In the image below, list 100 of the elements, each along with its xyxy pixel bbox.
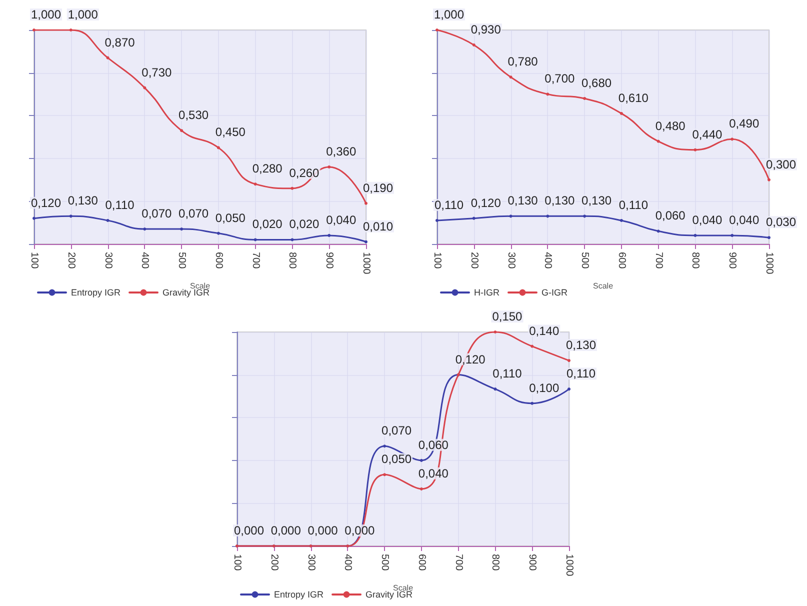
x-tick-label: 600 <box>212 252 224 270</box>
point <box>568 388 570 391</box>
data-label: 0,000 <box>308 524 338 538</box>
point <box>656 230 660 233</box>
point <box>694 234 697 237</box>
x-tick-label: 500 <box>379 554 390 572</box>
point <box>254 238 257 242</box>
data-label: 0,870 <box>104 35 136 50</box>
data-label: 0,070 <box>382 424 412 438</box>
data-label: 0,130 <box>68 194 98 208</box>
data-label: 1,000 <box>68 8 98 22</box>
x-tick-label: 1000 <box>360 252 372 275</box>
data-label: 0,140 <box>529 324 560 338</box>
data-label: 0,490 <box>729 116 760 131</box>
data-label: 0,780 <box>508 54 538 69</box>
x-tick-label: 1000 <box>764 252 774 275</box>
data-label: 0,150 <box>492 310 523 324</box>
point <box>494 388 497 391</box>
data-label: 0,000 <box>234 524 264 538</box>
point <box>730 234 734 237</box>
data-label: 0,110 <box>566 366 596 381</box>
x-tick-label: 900 <box>526 554 538 572</box>
legend-label: Gravity IGR <box>162 288 210 298</box>
point <box>383 444 386 448</box>
data-label: 0,060 <box>418 438 449 452</box>
data-label: 0,610 <box>618 90 649 105</box>
x-tick-label: 400 <box>542 252 554 270</box>
legend-label: G-IGR <box>541 288 568 298</box>
x-tick-label: 800 <box>286 252 298 270</box>
data-label: 0,120 <box>30 196 62 210</box>
data-label: 0,190 <box>362 180 394 195</box>
data-label: 0,000 <box>270 524 302 538</box>
point <box>106 56 110 60</box>
data-label: 0,110 <box>105 198 135 212</box>
data-label: 0,480 <box>655 118 686 133</box>
x-tick-label: 200 <box>468 252 480 270</box>
legend-label: Entropy IGR <box>274 590 324 600</box>
point <box>254 182 257 186</box>
x-tick-label: 900 <box>726 252 738 270</box>
data-label: 0,060 <box>655 208 686 223</box>
x-tick-label: 100 <box>232 554 242 572</box>
data-label: 0,040 <box>729 212 760 227</box>
x-tick-label: 700 <box>452 554 464 572</box>
data-label: 0,680 <box>582 76 612 90</box>
x-tick-label: 1000 <box>564 554 574 577</box>
data-label: 0,050 <box>215 210 246 225</box>
legend-label: Entropy IGR <box>71 288 122 298</box>
x-tick-label: 500 <box>579 252 590 270</box>
legend-label: Gravity IGR <box>366 590 414 600</box>
point <box>383 473 386 476</box>
x-tick-label: 700 <box>652 252 664 270</box>
point <box>420 458 423 462</box>
point <box>143 86 146 90</box>
x-tick-label: 300 <box>505 252 516 270</box>
data-label: 0,110 <box>492 366 522 381</box>
x-tick-label: 500 <box>176 252 188 270</box>
point <box>530 402 534 405</box>
point <box>730 138 734 141</box>
point <box>328 234 331 237</box>
x-tick-label: 700 <box>250 252 261 270</box>
point <box>694 148 697 152</box>
point <box>290 238 294 242</box>
x-tick-label: 200 <box>65 252 76 270</box>
x-tick-label: 400 <box>139 252 150 270</box>
data-label: 0,440 <box>692 127 723 142</box>
point <box>216 232 220 235</box>
x-tick-label: 300 <box>102 252 114 270</box>
data-label: 0,050 <box>382 452 412 466</box>
x-tick-label: 600 <box>416 554 427 572</box>
point <box>656 140 660 143</box>
data-label: 0,100 <box>529 380 560 395</box>
x-tick-label: 100 <box>432 252 442 270</box>
data-label: 0,110 <box>618 198 648 212</box>
point <box>472 216 476 220</box>
point <box>216 146 220 150</box>
point <box>364 202 368 205</box>
data-label: 0,360 <box>326 144 356 158</box>
data-label: 0,000 <box>344 524 376 538</box>
data-label: 0,130 <box>566 338 596 352</box>
data-label: 0,930 <box>470 22 502 36</box>
point <box>420 487 423 490</box>
point <box>180 129 184 132</box>
point <box>494 330 497 334</box>
x-tick-label: 800 <box>690 252 701 270</box>
data-label: 0,070 <box>142 206 172 221</box>
data-label: 0,040 <box>692 212 723 227</box>
point <box>509 214 512 218</box>
point <box>620 112 623 115</box>
data-label: 0,120 <box>455 352 486 366</box>
data-label: 0,020 <box>289 217 320 232</box>
point <box>546 92 550 96</box>
legend-label: H-IGR <box>474 288 500 298</box>
x-tick-label: 100 <box>28 252 40 270</box>
data-label: 1,000 <box>30 8 62 22</box>
data-label: 0,030 <box>766 215 796 230</box>
point <box>768 236 770 240</box>
x-tick-label: 200 <box>268 554 280 572</box>
data-label: 0,260 <box>289 166 320 180</box>
data-label: 0,010 <box>362 219 394 234</box>
data-label: 0,130 <box>508 194 538 208</box>
